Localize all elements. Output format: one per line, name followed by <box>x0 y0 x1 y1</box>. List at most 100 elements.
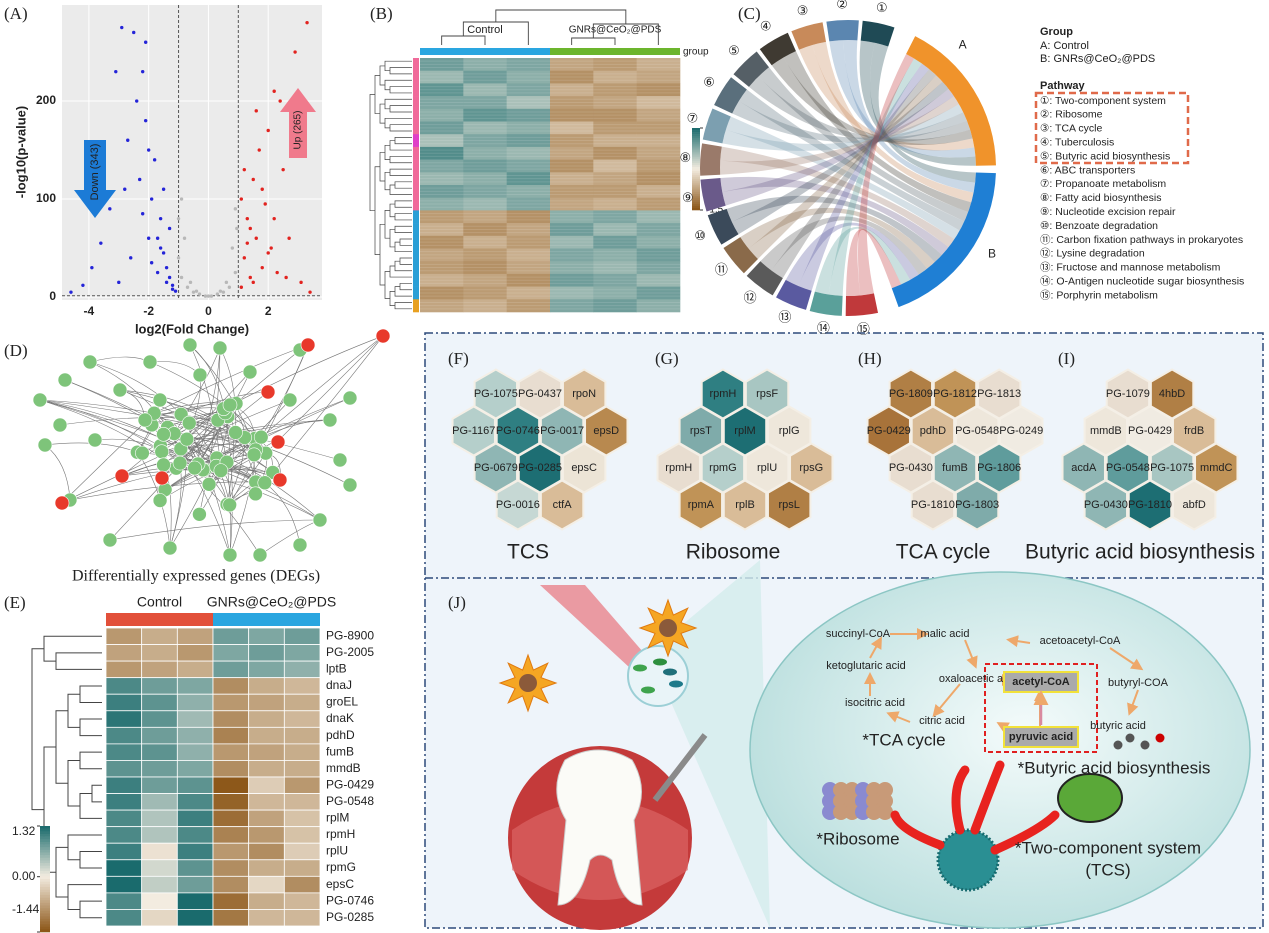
heatmap-cell <box>420 121 464 135</box>
network-edge <box>94 438 162 452</box>
network-node <box>57 372 73 388</box>
row-annotation <box>413 121 419 135</box>
ribosome-blob <box>822 782 838 798</box>
gene-label: rplB <box>735 499 755 511</box>
colorbar-segment <box>692 132 700 135</box>
heatmap-cell <box>463 286 507 300</box>
point <box>281 167 285 172</box>
heatmap-cell <box>212 710 250 728</box>
network-node <box>82 354 98 370</box>
heatmap-cell <box>550 159 594 173</box>
heatmap-cell <box>506 121 551 135</box>
gene-label: rplM <box>734 425 755 437</box>
heatmap-cell <box>141 859 178 877</box>
ribosome-blob <box>822 804 838 820</box>
colorbar-segment <box>40 929 50 933</box>
chord-ribbon <box>814 226 911 295</box>
dendrogram <box>399 257 412 265</box>
heatmap-cell <box>420 197 464 211</box>
metabolite: ketoglutaric acid <box>826 660 906 672</box>
point <box>158 216 163 221</box>
point <box>164 280 169 285</box>
heatmap-cell <box>636 134 681 148</box>
panel-label: (I) <box>1058 349 1075 368</box>
point <box>299 280 303 285</box>
point <box>293 50 297 54</box>
gene-label: PG-0430 <box>1084 499 1128 511</box>
heatmap-cell <box>283 875 321 894</box>
network-node <box>37 437 53 453</box>
gene-label: rpsT <box>690 425 712 437</box>
heatmap-cell <box>463 108 507 122</box>
heatmap-cell <box>506 185 551 198</box>
point <box>221 290 226 294</box>
gene-label: PG-0430 <box>889 462 933 474</box>
network-node <box>246 447 262 463</box>
legend-entry: ⑨: Nucleotide excision repair <box>1040 206 1176 218</box>
heatmap-cell <box>105 710 143 728</box>
heatmap-cell <box>248 842 285 861</box>
pathway-arc <box>707 208 739 245</box>
gene-hexagon <box>495 479 541 531</box>
row-label: pdhD <box>326 728 355 742</box>
gene-label: PG-0548 <box>955 425 999 437</box>
heatmap-cell <box>550 235 594 249</box>
heatmap-cell <box>141 693 178 712</box>
heatmap-cell <box>506 159 551 173</box>
panel-label: (D) <box>4 341 28 360</box>
heatmap-cell <box>593 273 637 287</box>
colorbar-segment <box>40 855 50 859</box>
heatmap-cell <box>176 710 214 728</box>
row-annotation <box>413 108 419 122</box>
chord-ribbon <box>845 228 902 297</box>
chord-ribbon <box>812 41 974 203</box>
dendrogram <box>79 718 102 737</box>
dendrogram <box>384 117 412 129</box>
colorbar-segment <box>692 158 700 162</box>
heatmap-cell <box>141 892 178 910</box>
gene-label: rplG <box>779 425 800 437</box>
heatmap-cell <box>283 892 321 910</box>
heatmap-cell <box>550 58 594 71</box>
heatmap-cell <box>636 108 681 122</box>
legend-entry: ⑭: O-Antigen nucleotide sugar biosynthes… <box>1040 275 1244 287</box>
network-node <box>222 547 238 563</box>
group-label: GNRs@CeO₂@PDS <box>569 25 662 36</box>
gene-label: PG-1079 <box>1106 388 1150 400</box>
row-annotation <box>413 96 419 110</box>
heatmap-cell <box>420 185 464 198</box>
colorbar-segment <box>692 166 700 170</box>
point <box>155 270 160 275</box>
heatmap-cell <box>105 842 143 861</box>
heatmap-cell <box>105 743 143 761</box>
heatmap-cell <box>463 299 507 313</box>
point <box>167 275 172 280</box>
point <box>272 89 276 93</box>
colorbar-segment <box>692 169 700 172</box>
gene-label: fumB <box>942 462 968 474</box>
pathway-number: ② <box>836 0 848 12</box>
point <box>287 236 291 240</box>
heatmap-cell <box>248 909 285 927</box>
heatmap-cell <box>212 875 250 894</box>
pathway-number: ⑩ <box>694 228 706 243</box>
heatmap-cell <box>506 70 551 84</box>
colorbar-segment <box>692 203 700 207</box>
pathway-arc <box>860 20 895 47</box>
heatmap-cell <box>420 172 464 186</box>
pathway-title: *Two-component system <box>1015 838 1201 857</box>
row-label: PG-0285 <box>326 910 374 924</box>
legend-entry: B: GNRs@CeO₂@PDS <box>1040 53 1155 65</box>
dendrogram <box>384 60 412 72</box>
colorbar-segment <box>40 889 50 893</box>
network-edge <box>119 389 219 421</box>
point <box>138 177 142 182</box>
heatmap-cell <box>636 121 681 135</box>
heatmap-cell <box>176 892 214 910</box>
down-arrow <box>74 140 116 218</box>
row-annotation <box>413 210 419 224</box>
dendrogram <box>384 171 390 191</box>
heatmap-cell <box>593 286 637 300</box>
network-node <box>260 384 276 400</box>
